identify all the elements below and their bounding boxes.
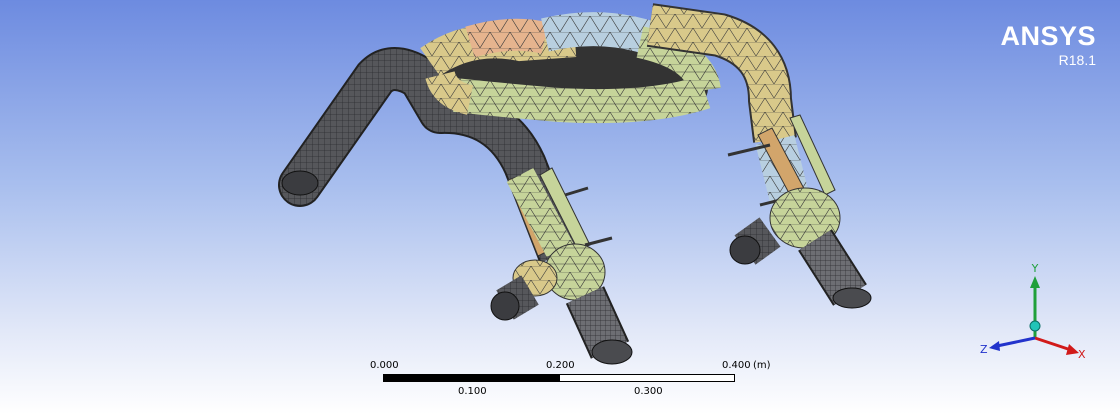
z-axis (996, 336, 1036, 348)
x-arrow-icon (1066, 344, 1079, 355)
ansys-brand: ANSYS R18.1 (1000, 22, 1096, 68)
left-outlet (490, 243, 633, 365)
scale-bar: 0.000 0.200 0.400 (m) 0.100 0.300 (370, 360, 790, 410)
z-arrow-icon (989, 341, 1000, 351)
axis-triad[interactable]: Y X Z (975, 258, 1090, 368)
triad-origin-icon[interactable] (1029, 320, 1041, 332)
right-outlet (729, 187, 872, 309)
scale-tick-300: 0.300 (634, 386, 663, 397)
left-pipe (278, 47, 462, 207)
top-loop (420, 12, 721, 124)
brand-version: R18.1 (1058, 52, 1096, 68)
left-flange (506, 167, 613, 258)
scale-unit: (m) (753, 360, 771, 371)
scale-tick-0: 0.000 (370, 360, 399, 371)
y-axis-label: Y (1031, 262, 1039, 275)
x-axis (1034, 336, 1072, 352)
scale-tick-100: 0.100 (458, 386, 487, 397)
scale-segment-1 (383, 374, 559, 382)
scale-tick-200: 0.200 (546, 360, 575, 371)
scale-segment-2 (559, 374, 735, 382)
scale-tick-400: 0.400 (722, 360, 751, 371)
left-down-pipe (439, 89, 581, 263)
x-axis-label: X (1078, 348, 1086, 361)
y-arrow-icon (1030, 276, 1040, 288)
z-axis-label: Z (980, 343, 988, 356)
brand-name: ANSYS (1000, 21, 1096, 51)
